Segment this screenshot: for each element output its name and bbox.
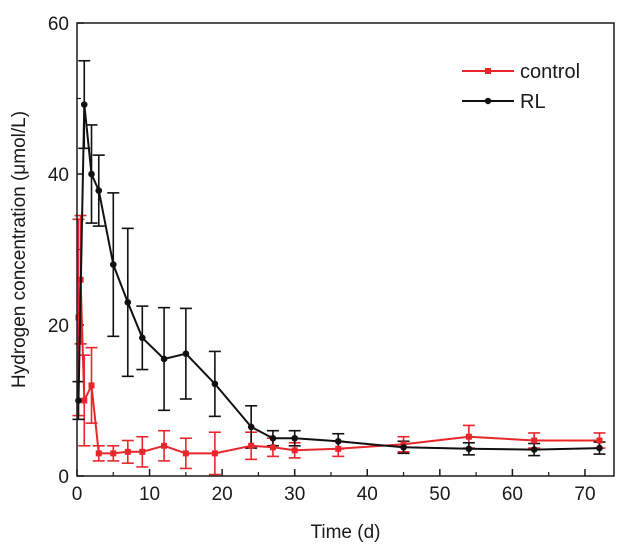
x-tick-label: 50 [429,484,450,505]
data-point-rl [465,445,473,453]
data-point-rl [291,434,299,442]
data-point-rl [211,380,219,388]
x-tick-label: 70 [574,484,595,505]
data-point-rl [160,355,168,363]
data-point-control [248,442,255,449]
data-point-rl [109,261,117,268]
series-layer [75,101,603,457]
data-point-rl [334,437,342,445]
data-point-rl [124,299,132,306]
x-axis-title: Time (d) [310,522,380,543]
data-point-rl [182,350,190,357]
y-tick-label: 40 [48,165,69,186]
x-tick-label: 30 [284,484,305,505]
data-point-rl [88,170,95,178]
data-point-rl [247,423,255,431]
data-point-control [139,448,146,455]
data-point-control [110,450,117,457]
data-point-control [211,450,218,457]
tick-label-layer: 0 10 20 30 40 50 60 70 0 20 40 60 [48,14,596,505]
x-tick-label: 40 [357,484,378,505]
data-point-control [596,437,603,444]
y-tick-label: 60 [48,14,69,35]
data-point-rl [95,187,103,194]
data-point-control [291,447,298,454]
data-point-control [465,433,472,440]
legend-marker-rl [484,97,492,105]
legend-marker-control [485,68,491,74]
legend-label-control: control [520,61,580,83]
data-point-control [124,448,131,455]
y-tick-label: 0 [58,467,69,488]
x-tick-label: 60 [502,484,523,505]
x-tick-label: 0 [72,484,83,505]
data-point-rl [75,397,82,404]
legend: control RL [462,61,580,113]
x-tick-label: 20 [212,484,233,505]
data-point-rl [80,101,88,108]
data-point-rl [269,434,277,442]
data-point-control [88,382,95,389]
data-point-control [269,444,276,451]
x-tick-label: 10 [139,484,160,505]
data-point-rl [530,446,538,453]
data-point-rl [400,444,407,451]
data-point-control [75,314,82,321]
data-point-control [95,450,102,457]
data-point-rl [139,334,146,342]
data-point-control [81,397,88,404]
plot-frame [76,22,615,477]
data-point-control [161,442,168,449]
data-point-control [531,437,538,444]
data-point-rl [596,444,603,452]
y-tick-label: 20 [48,316,69,337]
data-point-control [182,450,189,457]
y-axis-title: Hydrogen concentration (μmol/L) [9,111,30,388]
legend-label-rl: RL [520,91,546,113]
data-point-control [335,445,342,452]
